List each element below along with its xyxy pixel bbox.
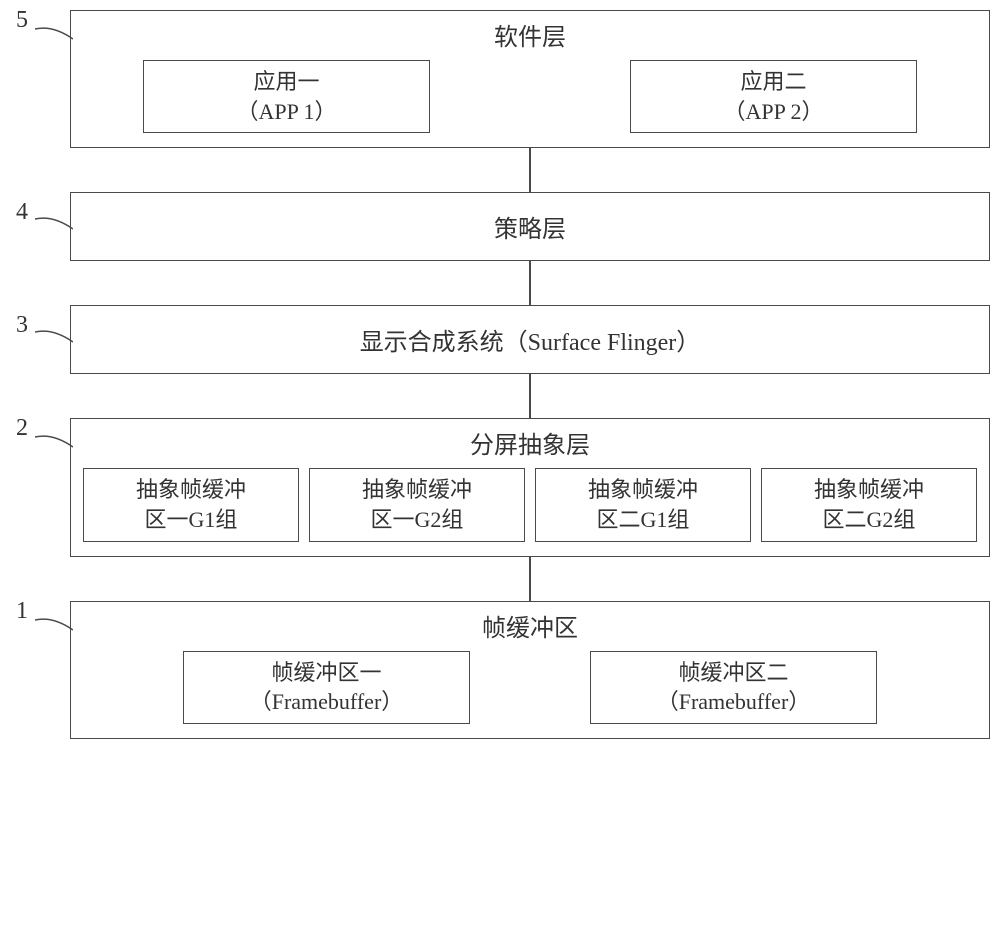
framebuffer-row: 帧缓冲区一 （Framebuffer） 帧缓冲区二 （Framebuffer） [83,651,977,724]
leader-curve [35,25,73,45]
app-1-sub: （APP 1） [162,97,411,127]
abstract-buffer-3-l2: 区二G1组 [542,505,744,535]
app-2-sub: （APP 2） [649,97,898,127]
framebuffer-1-l2: （Framebuffer） [202,687,451,717]
architecture-diagram: 5 软件层 应用一 （APP 1） 应用二 （APP 2） 4 策略层 3 [70,10,990,739]
software-layer: 5 软件层 应用一 （APP 1） 应用二 （APP 2） [70,10,990,148]
framebuffer-layer: 1 帧缓冲区 帧缓冲区一 （Framebuffer） 帧缓冲区二 （Frameb… [70,601,990,739]
connector-2-1 [529,557,531,601]
surface-flinger-layer: 3 显示合成系统（Surface Flinger） [70,305,990,374]
policy-layer: 4 策略层 [70,192,990,261]
connector-5-4 [529,148,531,192]
layer-number-5: 5 [16,7,28,34]
framebuffer-2-l1: 帧缓冲区二 [609,658,858,688]
leader-curve [35,215,73,235]
app-2-name: 应用二 [649,67,898,97]
layer-number-1: 1 [16,598,28,625]
app-2-box: 应用二 （APP 2） [630,60,917,133]
software-layer-title: 软件层 [83,17,977,52]
framebuffer-layer-title: 帧缓冲区 [83,608,977,643]
abstract-buffer-3-l1: 抽象帧缓冲 [542,475,744,505]
abstract-buffer-2-l2: 区一G2组 [316,505,518,535]
framebuffer-1: 帧缓冲区一 （Framebuffer） [183,651,470,724]
app-1-name: 应用一 [162,67,411,97]
abstract-buffer-4-l1: 抽象帧缓冲 [768,475,970,505]
software-apps-row: 应用一 （APP 1） 应用二 （APP 2） [83,60,977,133]
leader-curve [35,616,73,636]
abstract-buffers-row: 抽象帧缓冲 区一G1组 抽象帧缓冲 区一G2组 抽象帧缓冲 区二G1组 抽象帧缓… [83,468,977,541]
connector-3-2 [529,374,531,418]
leader-curve [35,433,73,453]
framebuffer-2: 帧缓冲区二 （Framebuffer） [590,651,877,724]
layer-number-2: 2 [16,415,28,442]
abstract-layer-title: 分屏抽象层 [83,425,977,460]
abstract-buffer-1: 抽象帧缓冲 区一G1组 [83,468,299,541]
abstract-buffer-4: 抽象帧缓冲 区二G2组 [761,468,977,541]
abstract-buffer-4-l2: 区二G2组 [768,505,970,535]
policy-layer-title: 策略层 [71,193,989,260]
app-1-box: 应用一 （APP 1） [143,60,430,133]
abstract-buffer-2-l1: 抽象帧缓冲 [316,475,518,505]
abstract-buffer-2: 抽象帧缓冲 区一G2组 [309,468,525,541]
abstract-layer: 2 分屏抽象层 抽象帧缓冲 区一G1组 抽象帧缓冲 区一G2组 抽象帧缓冲 区二… [70,418,990,556]
framebuffer-1-l1: 帧缓冲区一 [202,658,451,688]
framebuffer-2-l2: （Framebuffer） [609,687,858,717]
connector-4-3 [529,261,531,305]
leader-curve [35,328,73,348]
layer-number-4: 4 [16,199,28,226]
abstract-buffer-1-l2: 区一G1组 [90,505,292,535]
abstract-buffer-3: 抽象帧缓冲 区二G1组 [535,468,751,541]
surface-flinger-title: 显示合成系统（Surface Flinger） [71,306,989,373]
abstract-buffer-1-l1: 抽象帧缓冲 [90,475,292,505]
layer-number-3: 3 [16,312,28,339]
